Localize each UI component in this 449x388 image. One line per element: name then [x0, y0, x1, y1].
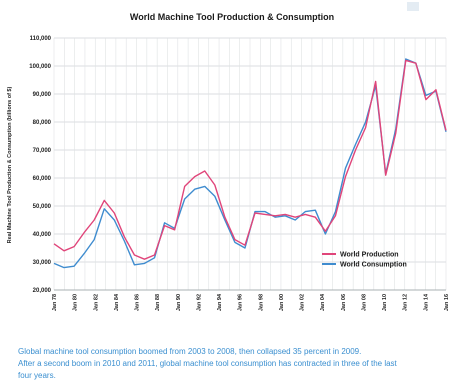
y-tick-label: 90,000: [33, 92, 52, 98]
legend-label: World Production: [340, 252, 399, 259]
caption-line-3: four years.: [18, 371, 56, 380]
x-tick-label: Jan 14: [423, 293, 429, 311]
y-tick-label: 30,000: [33, 260, 52, 266]
legend-label: World Consumption: [340, 262, 407, 269]
x-tick-label: Jan 10: [382, 294, 388, 311]
x-tick-label: Jan 06: [341, 294, 347, 311]
y-tick-label: 110,000: [30, 36, 52, 42]
y-axis-ticks: 20,000 30,000 40,000 50,000 60,000 70,000 80,0…: [29, 36, 51, 294]
y-axis-label: Real Machine Tool Production & Consumpti…: [7, 87, 13, 244]
x-tick-label: Jan 82: [93, 294, 99, 311]
line-chart: World Machine Tool Production & Consumpt…: [7, 12, 449, 311]
x-tick-label: Jan 96: [238, 294, 244, 311]
chart-grid: [53, 37, 447, 291]
y-tick-label: 80,000: [33, 120, 52, 126]
x-tick-label: Jan 80: [73, 294, 79, 311]
chart-series: [53, 58, 447, 269]
x-tick-label: Jan 78: [52, 294, 58, 311]
x-tick-label: Jan 00: [279, 294, 285, 311]
x-tick-label: Jan 92: [196, 294, 202, 311]
x-tick-label: Jan 16: [444, 294, 449, 311]
x-tick-label: Jan 08: [361, 294, 367, 311]
x-tick-label: Jan 86: [135, 294, 141, 311]
chart-title: World Machine Tool Production & Consumpt…: [130, 12, 334, 22]
y-tick-label: 70,000: [33, 148, 52, 154]
y-tick-label: 20,000: [33, 288, 52, 294]
y-tick-label: 100,000: [29, 64, 51, 70]
x-tick-label: Jan 90: [176, 294, 182, 311]
y-tick-label: 60,000: [33, 176, 52, 182]
caption-line-2: After a second boom in 2010 and 2011, gl…: [18, 359, 397, 368]
y-tick-label: 40,000: [33, 232, 52, 238]
x-tick-label: Jan 94: [217, 293, 223, 311]
series-line-world-production: [53, 59, 447, 260]
caption-line-1: Global machine tool consumption boomed f…: [18, 347, 362, 356]
x-tick-label: Jan 88: [155, 294, 161, 311]
y-tick-label: 50,000: [33, 204, 52, 210]
x-axis-ticks: Jan 78 Jan 80 Jan 82 Jan 84 Jan 86 Jan 88 Jan …: [52, 293, 449, 311]
x-tick-label: Jan 02: [300, 294, 306, 311]
x-tick-label: Jan 12: [403, 294, 409, 311]
chart-legend: World Production World Consumption: [322, 252, 407, 269]
corner-decoration: [407, 2, 419, 11]
x-tick-label: Jan 04: [320, 293, 326, 311]
x-tick-label: Jan 98: [258, 294, 264, 311]
x-tick-label: Jan 84: [114, 293, 120, 311]
